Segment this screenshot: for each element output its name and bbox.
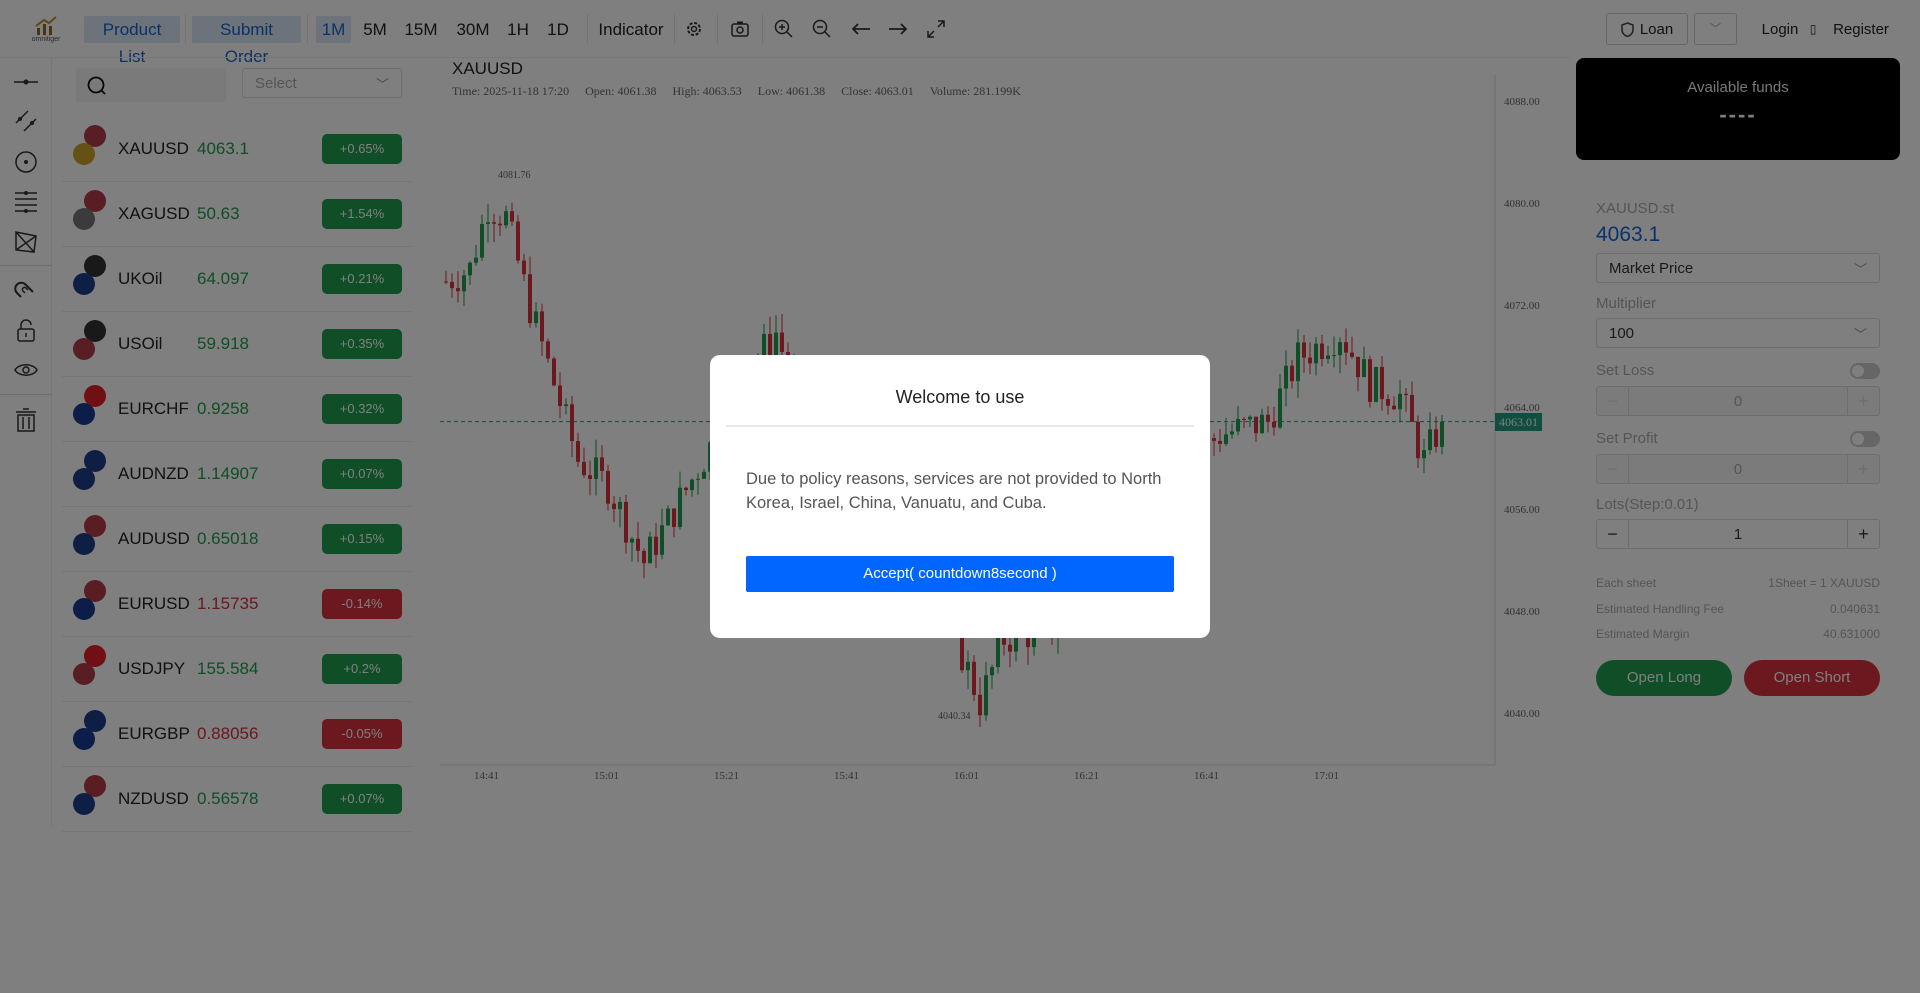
accept-button[interactable]: Accept( countdown8second ) <box>746 556 1174 592</box>
dialog-divider <box>726 425 1194 427</box>
dialog-title: Welcome to use <box>895 387 1025 407</box>
dialog-message: Due to policy reasons, services are not … <box>746 470 1162 512</box>
welcome-dialog: Welcome to use Due to policy reasons, se… <box>710 355 1210 638</box>
